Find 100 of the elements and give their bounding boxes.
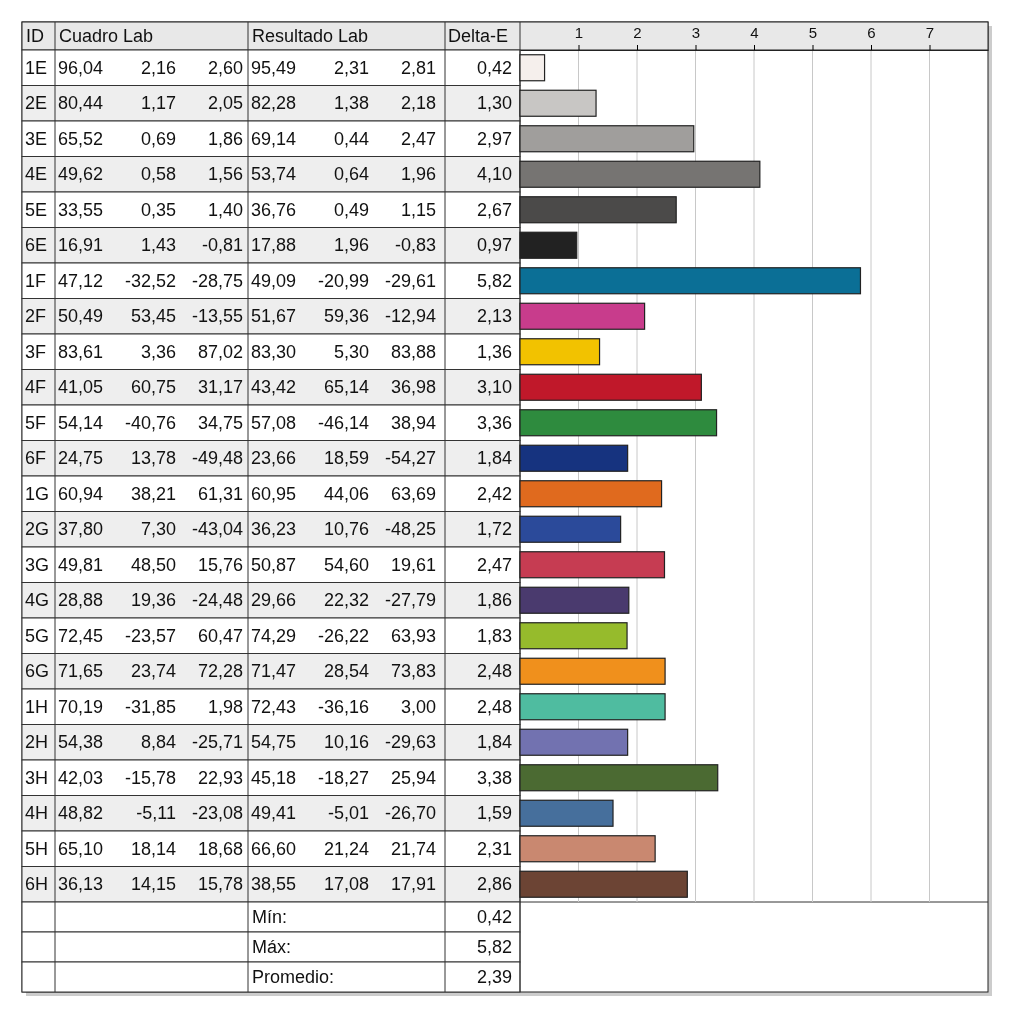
text: 48,82 -5,11 -23,08: [57, 803, 243, 824]
data-label: 2,31: [476, 838, 512, 859]
text: 82,28 1,38 2,18: [250, 93, 436, 114]
text: 69,14 0,44 2,47: [250, 128, 436, 149]
y-tick-label: 2G: [25, 519, 50, 540]
text: 80,44 1,17 2,05: [57, 93, 243, 114]
y-tick-label: 6F: [25, 448, 47, 469]
text: 2,39: [476, 967, 512, 987]
y-tick-label: 6H: [25, 874, 49, 895]
bar: [519, 480, 663, 508]
text: 16,91 1,43 -0,81: [57, 235, 243, 256]
y-tick-label: 4F: [25, 377, 47, 398]
x2-tick-label: 6: [867, 23, 876, 41]
text: 17,88 1,96 -0,83: [250, 235, 436, 256]
y-tick-label: 1F: [25, 270, 47, 291]
y-tick-label: 4E: [25, 164, 48, 185]
data-label: 2,42: [476, 483, 512, 504]
text: 95,49 2,31 2,81: [250, 57, 436, 78]
bar: [519, 196, 677, 224]
bar: [519, 444, 629, 472]
text: 24,75 13,78 -49,48: [57, 448, 243, 469]
text: 41,05 60,75 31,17: [57, 377, 243, 398]
bar: [519, 338, 601, 366]
data-label: 1,86: [476, 590, 512, 611]
text: 65,52 0,69 1,86: [57, 128, 243, 149]
data-label: 2,48: [476, 696, 512, 717]
bar: [519, 693, 666, 721]
bar: [519, 302, 646, 330]
text: 51,67 59,36 -12,94: [250, 306, 436, 327]
text: 29,66 22,32 -27,79: [250, 590, 436, 611]
text: 38,55 17,08 17,91: [250, 874, 436, 895]
data-label: 2,48: [476, 661, 512, 682]
text: Mín:: [252, 907, 288, 927]
text: ID: [26, 26, 44, 46]
x2-tick-label: 3: [691, 23, 701, 41]
y-tick-label: 1H: [25, 696, 49, 717]
text: 45,18 -18,27 25,94: [250, 767, 436, 788]
text: 49,81 48,50 15,76: [57, 554, 243, 575]
text: 36,76 0,49 1,15: [250, 199, 436, 220]
y-tick-label: 1G: [25, 483, 50, 504]
bar: [519, 835, 656, 863]
text: 28,88 19,36 -24,48: [57, 590, 243, 611]
text: 72,43 -36,16 3,00: [250, 696, 436, 717]
y-tick-label: 3H: [25, 767, 49, 788]
text: 71,65 23,74 72,28: [57, 661, 243, 682]
y-tick-label: 5H: [25, 838, 49, 859]
x2-tick-label: 7: [925, 23, 935, 41]
text: 0,42: [476, 907, 512, 927]
x2-tick-label: 1: [574, 23, 584, 41]
data-label: 2,67: [476, 199, 512, 220]
y-tick-label: 5F: [25, 412, 47, 433]
text: Resultado Lab: [252, 26, 369, 46]
data-label: 2,86: [476, 874, 512, 895]
x2-tick-label: 5: [808, 23, 818, 41]
text: Delta-E: [448, 26, 509, 46]
text: 50,49 53,45 -13,55: [57, 306, 243, 327]
y-tick-label: 3F: [25, 341, 47, 362]
y-tick-label: 5G: [25, 625, 50, 646]
text: 49,09 -20,99 -29,61: [250, 270, 436, 291]
data-label: 5,82: [476, 270, 512, 291]
text: 49,41 -5,01 -26,70: [250, 803, 436, 824]
bar: [519, 515, 622, 543]
data-label: 4,10: [476, 164, 512, 185]
bar: [519, 551, 666, 579]
text: 66,60 21,24 21,74: [250, 838, 436, 859]
data-label: 1,83: [476, 625, 512, 646]
data-label: 1,72: [476, 519, 512, 540]
bar: [519, 231, 578, 259]
x2-tick-label: 2: [633, 23, 642, 41]
x2-tick-label: 4: [750, 23, 759, 41]
data-label: 1,30: [476, 93, 512, 114]
text: Cuadro Lab: [59, 26, 154, 46]
data-label: 2,97: [476, 128, 512, 149]
data-label: 3,10: [476, 377, 512, 398]
text: 96,04 2,16 2,60: [57, 57, 243, 78]
text: 54,38 8,84 -25,71: [57, 732, 243, 753]
text: 36,13 14,15 15,78: [57, 874, 243, 895]
y-tick-label: 6G: [25, 661, 50, 682]
text: 70,19 -31,85 1,98: [57, 696, 243, 717]
data-label: 2,13: [476, 306, 512, 327]
data-label: 3,38: [476, 767, 512, 788]
text: 47,12 -32,52 -28,75: [57, 270, 243, 291]
text: 50,87 54,60 19,61: [250, 554, 436, 575]
text: 72,45 -23,57 60,47: [57, 625, 243, 646]
text: 83,61 3,36 87,02: [57, 341, 243, 362]
text: 23,66 18,59 -54,27: [250, 448, 436, 469]
data-label: 0,42: [476, 57, 512, 78]
text: 74,29 -26,22 63,93: [250, 625, 436, 646]
y-tick-label: 3G: [25, 554, 50, 575]
text: 49,62 0,58 1,56: [57, 164, 243, 185]
bar: [519, 657, 666, 685]
bar: [519, 799, 614, 827]
text: 43,42 65,14 36,98: [250, 377, 436, 398]
text: 5,82: [476, 937, 512, 957]
text: Promedio:: [252, 967, 335, 987]
y-tick-label: 4G: [25, 590, 50, 611]
bar: [519, 622, 628, 650]
y-tick-label: 4H: [25, 803, 49, 824]
text: 57,08 -46,14 38,94: [250, 412, 436, 433]
text: 53,74 0,64 1,96: [250, 164, 436, 185]
